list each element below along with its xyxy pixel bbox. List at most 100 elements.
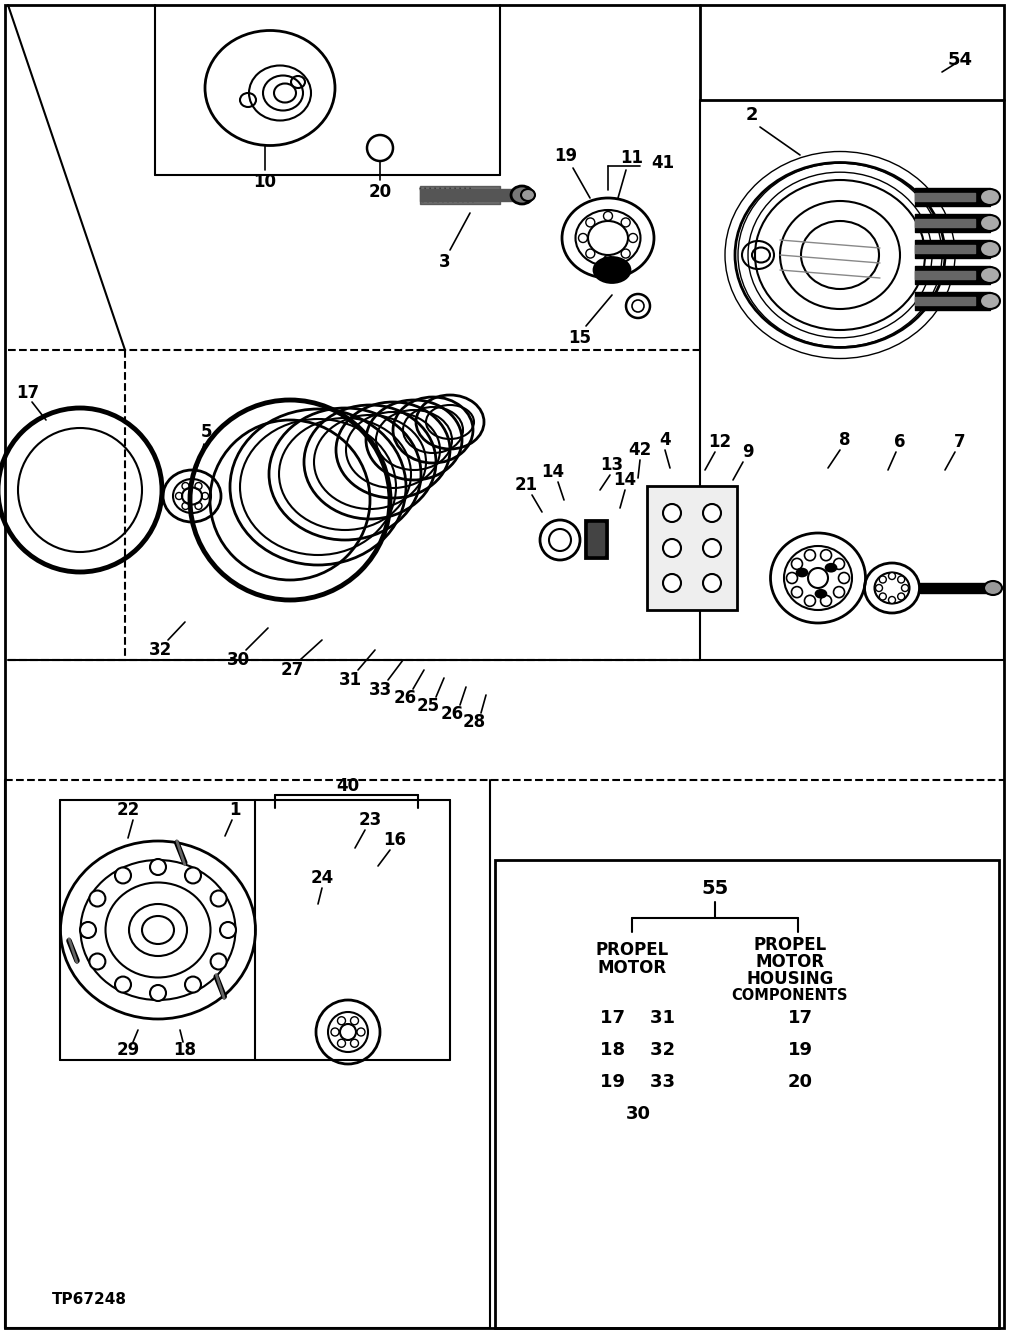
Ellipse shape bbox=[980, 293, 1000, 309]
Circle shape bbox=[791, 587, 802, 597]
Text: 18    32: 18 32 bbox=[600, 1041, 676, 1058]
Circle shape bbox=[185, 977, 201, 993]
Circle shape bbox=[90, 890, 105, 906]
Ellipse shape bbox=[984, 581, 1002, 595]
Text: 7: 7 bbox=[955, 433, 966, 451]
Ellipse shape bbox=[980, 189, 1000, 205]
Text: 11: 11 bbox=[621, 149, 644, 167]
Text: 40: 40 bbox=[336, 777, 359, 794]
Circle shape bbox=[804, 596, 815, 607]
Text: MOTOR: MOTOR bbox=[756, 953, 824, 970]
Circle shape bbox=[115, 868, 131, 884]
Text: 30: 30 bbox=[226, 651, 249, 669]
Text: 14: 14 bbox=[613, 471, 637, 489]
Ellipse shape bbox=[825, 564, 836, 572]
Bar bbox=[585, 520, 607, 559]
Circle shape bbox=[663, 539, 681, 557]
Ellipse shape bbox=[594, 257, 630, 283]
Text: 19: 19 bbox=[787, 1041, 812, 1058]
Text: 32: 32 bbox=[148, 641, 172, 659]
Text: 17: 17 bbox=[787, 1009, 812, 1026]
Text: 54: 54 bbox=[947, 51, 973, 69]
Text: 42: 42 bbox=[629, 441, 652, 459]
Text: 30: 30 bbox=[626, 1105, 651, 1122]
Ellipse shape bbox=[980, 241, 1000, 257]
Text: 29: 29 bbox=[116, 1041, 139, 1058]
Circle shape bbox=[703, 539, 721, 557]
Text: 1: 1 bbox=[229, 801, 241, 818]
Text: TP67248: TP67248 bbox=[52, 1293, 127, 1308]
Text: 41: 41 bbox=[652, 155, 675, 172]
Circle shape bbox=[898, 576, 905, 583]
Text: 19    33: 19 33 bbox=[600, 1073, 675, 1090]
Circle shape bbox=[90, 953, 105, 969]
Text: 28: 28 bbox=[462, 713, 485, 730]
Circle shape bbox=[150, 858, 166, 874]
Circle shape bbox=[889, 596, 896, 604]
Text: 5: 5 bbox=[201, 423, 213, 441]
Text: 23: 23 bbox=[358, 810, 381, 829]
Circle shape bbox=[879, 593, 886, 600]
Circle shape bbox=[115, 977, 131, 993]
Circle shape bbox=[838, 572, 850, 584]
Circle shape bbox=[820, 549, 831, 561]
Text: 9: 9 bbox=[743, 443, 754, 461]
Text: 21: 21 bbox=[515, 476, 538, 495]
Text: COMPONENTS: COMPONENTS bbox=[732, 989, 849, 1004]
Circle shape bbox=[879, 576, 886, 583]
Circle shape bbox=[80, 922, 96, 938]
Circle shape bbox=[804, 549, 815, 561]
Circle shape bbox=[791, 559, 802, 569]
Text: 31: 31 bbox=[338, 670, 361, 689]
Text: 55: 55 bbox=[701, 878, 728, 897]
Text: PROPEL: PROPEL bbox=[754, 936, 826, 954]
Circle shape bbox=[211, 890, 227, 906]
Circle shape bbox=[876, 584, 883, 592]
Text: 6: 6 bbox=[894, 433, 906, 451]
Text: 33: 33 bbox=[368, 681, 391, 698]
Circle shape bbox=[833, 587, 845, 597]
Circle shape bbox=[150, 985, 166, 1001]
Text: 25: 25 bbox=[417, 697, 440, 714]
Circle shape bbox=[663, 504, 681, 523]
Circle shape bbox=[211, 953, 227, 969]
Ellipse shape bbox=[521, 189, 535, 201]
Text: 20: 20 bbox=[368, 183, 391, 201]
Text: 13: 13 bbox=[600, 456, 624, 475]
Text: 24: 24 bbox=[311, 869, 334, 886]
Text: 3: 3 bbox=[439, 253, 451, 271]
Circle shape bbox=[703, 504, 721, 523]
Circle shape bbox=[889, 572, 896, 580]
Circle shape bbox=[185, 868, 201, 884]
Ellipse shape bbox=[796, 569, 807, 577]
Circle shape bbox=[703, 575, 721, 592]
Text: HOUSING: HOUSING bbox=[747, 970, 833, 988]
Text: 20: 20 bbox=[787, 1073, 812, 1090]
Ellipse shape bbox=[980, 215, 1000, 231]
Text: 18: 18 bbox=[174, 1041, 197, 1058]
Text: 12: 12 bbox=[708, 433, 732, 451]
Text: 14: 14 bbox=[542, 463, 565, 481]
Text: 26: 26 bbox=[441, 705, 463, 722]
Text: 10: 10 bbox=[253, 173, 276, 191]
Text: 19: 19 bbox=[554, 147, 577, 165]
Bar bbox=[588, 523, 604, 555]
Ellipse shape bbox=[815, 589, 826, 597]
Text: 15: 15 bbox=[568, 329, 591, 347]
Text: 4: 4 bbox=[659, 431, 671, 449]
Text: 2: 2 bbox=[746, 107, 758, 124]
Text: 27: 27 bbox=[281, 661, 304, 678]
Ellipse shape bbox=[511, 187, 533, 204]
Circle shape bbox=[663, 575, 681, 592]
Bar bbox=[495, 860, 999, 1328]
Text: 26: 26 bbox=[394, 689, 417, 706]
Circle shape bbox=[220, 922, 236, 938]
Ellipse shape bbox=[980, 267, 1000, 283]
Text: 17    31: 17 31 bbox=[600, 1009, 675, 1026]
Text: MOTOR: MOTOR bbox=[597, 958, 667, 977]
Text: 16: 16 bbox=[383, 830, 407, 849]
Circle shape bbox=[786, 572, 797, 584]
Circle shape bbox=[901, 584, 908, 592]
Circle shape bbox=[820, 596, 831, 607]
Text: 22: 22 bbox=[116, 801, 139, 818]
